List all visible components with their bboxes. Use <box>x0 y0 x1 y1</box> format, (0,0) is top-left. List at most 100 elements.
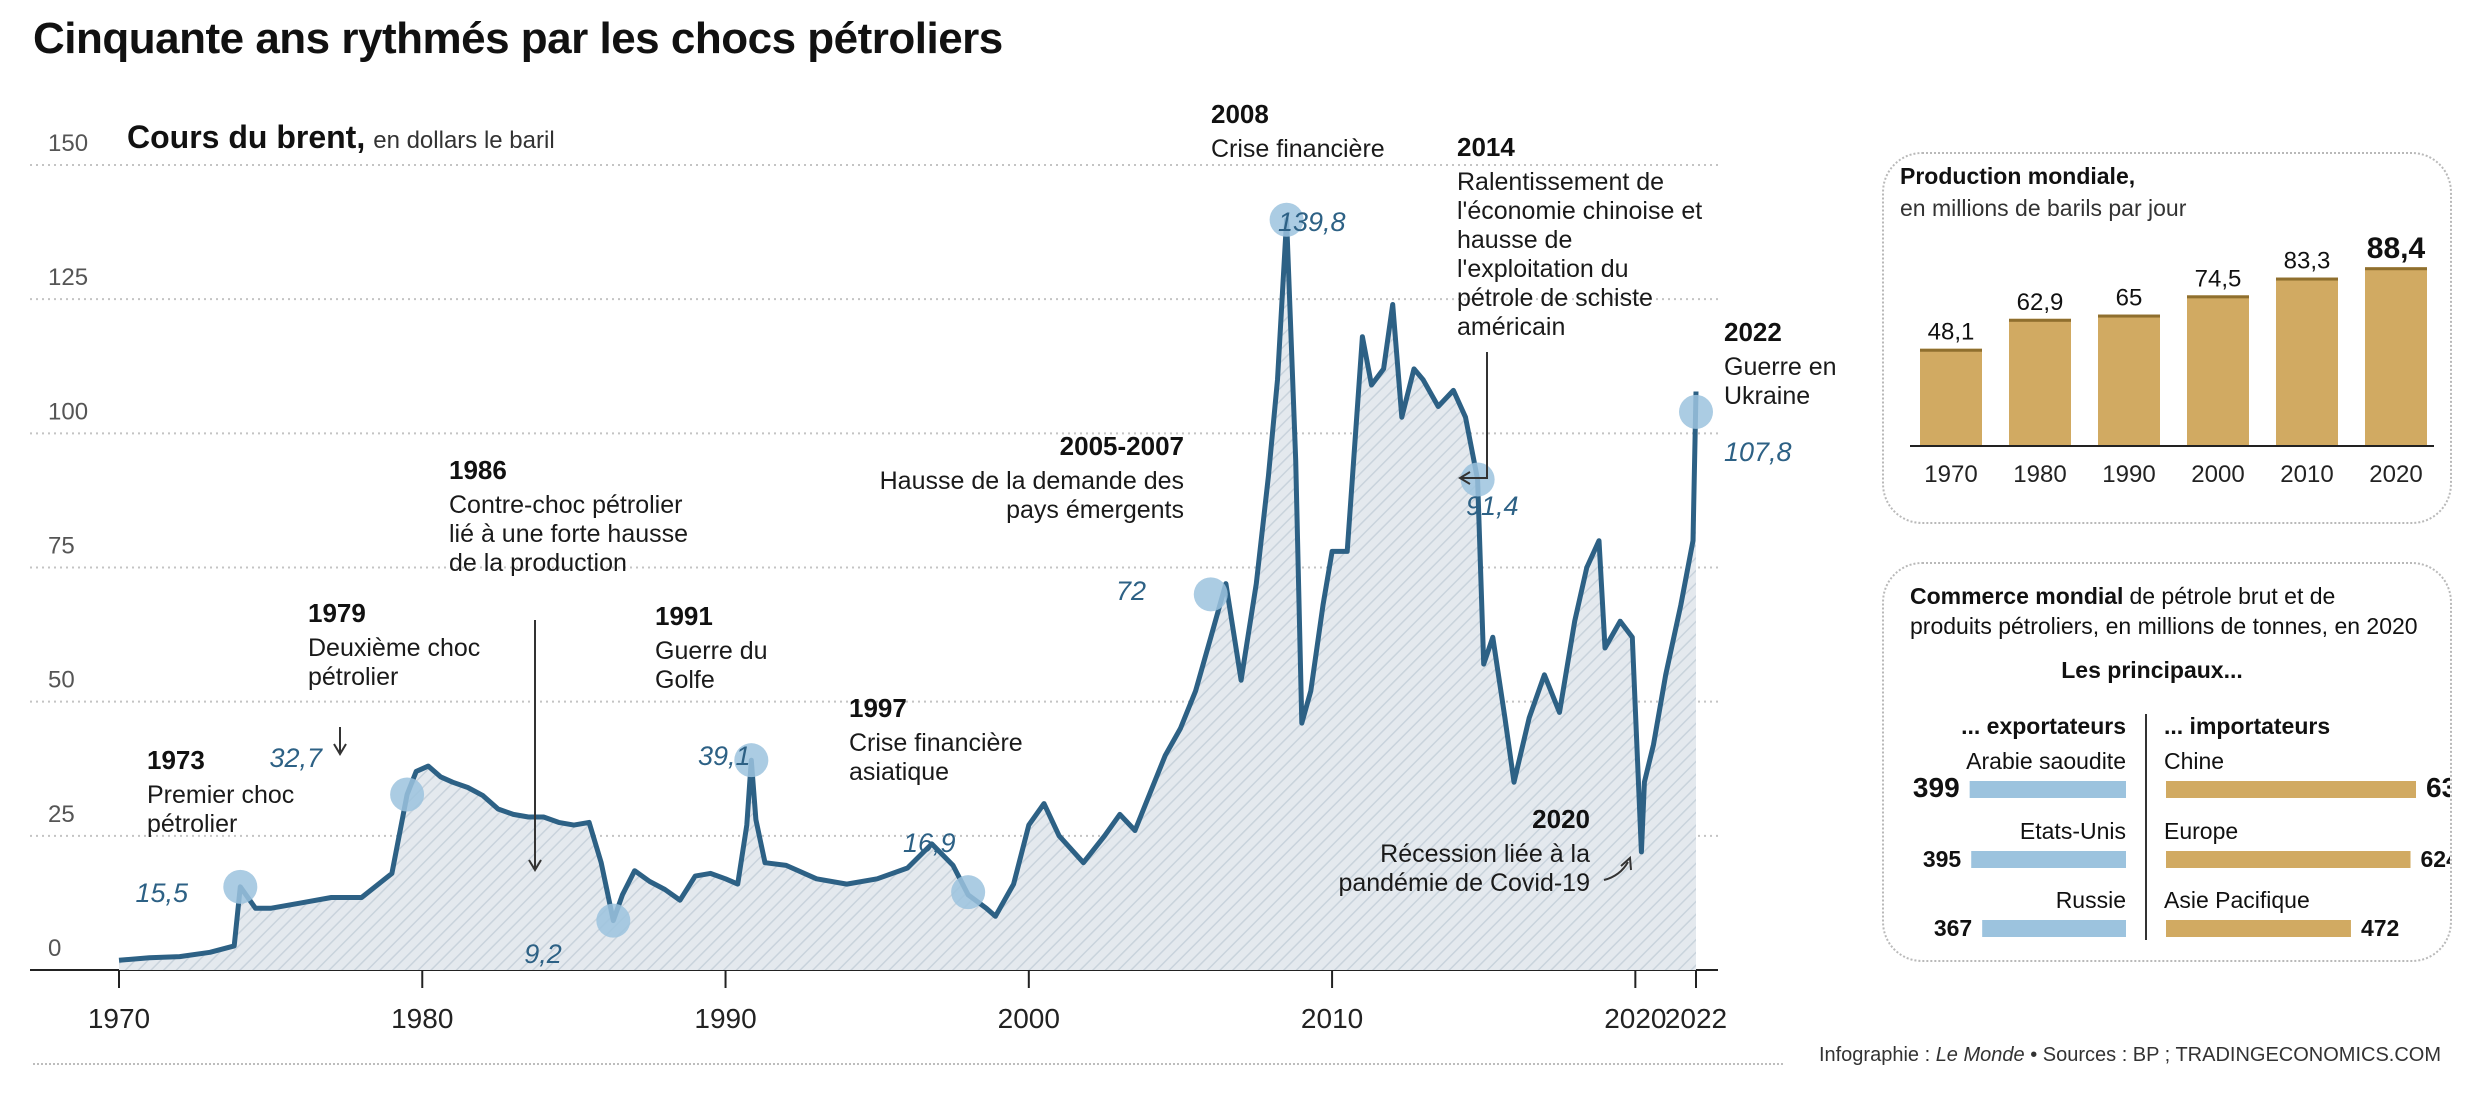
production-year: 1980 <box>2013 461 2066 488</box>
event-label: Premier choc pétrolier <box>147 781 294 838</box>
y-tick-label: 150 <box>48 130 88 157</box>
footer-divider <box>33 1063 1783 1065</box>
event-value: 107,8 <box>1724 437 1792 467</box>
production-bar-top <box>2276 277 2338 281</box>
exporter-value: 395 <box>1923 846 1962 872</box>
event-marker <box>1193 577 1228 612</box>
event-year: 1973 <box>147 745 205 775</box>
production-value: 74,5 <box>2195 265 2242 292</box>
event-value: 9,2 <box>524 939 562 969</box>
y-tick-label: 100 <box>48 398 88 425</box>
y-tick-label: 125 <box>48 264 88 291</box>
exporters-header: ... exportateurs <box>1961 713 2126 739</box>
chart-title: Cours du brent, en dollars le baril <box>127 119 555 155</box>
exporter-name: Arabie saoudite <box>1966 748 2126 774</box>
event-value: 39,1 <box>698 741 751 771</box>
production-value: 65 <box>2116 285 2143 312</box>
exporter-bar <box>1969 781 2126 798</box>
production-year: 2010 <box>2280 461 2333 488</box>
event-label: Ralentissement de l'économie chinoise et h… <box>1457 168 1702 341</box>
exporter-bar <box>1971 851 2126 868</box>
sources: • Sources : BP ; TRADINGECONOMICS.COM <box>2024 1044 2441 1066</box>
event-label: Crise financière asiatique <box>849 729 1023 786</box>
y-tick-label: 25 <box>48 801 75 828</box>
chart-title-bold: Cours du brent, <box>127 119 365 155</box>
trade-heading: Les principaux... <box>2061 657 2243 683</box>
importer-value: 624 <box>2421 846 2450 872</box>
credit-name: Le Monde <box>1935 1044 2025 1066</box>
event-year: 1997 <box>849 693 907 723</box>
production-year: 1990 <box>2102 461 2155 488</box>
production-bar-top <box>2187 295 2249 299</box>
importer-name: Asie Pacifique <box>2164 887 2310 913</box>
production-bar <box>2009 318 2071 446</box>
event-label: Guerre en Ukraine <box>1724 353 1837 410</box>
production-bar-top <box>2365 267 2427 271</box>
exporter-name: Russie <box>2056 887 2126 913</box>
credit-prefix: Infographie : <box>1818 1044 1936 1066</box>
price-line <box>118 217 1699 963</box>
production-value: 88,4 <box>2367 232 2426 265</box>
event-label: Guerre du Golfe <box>655 637 768 694</box>
production-value: 83,3 <box>2284 248 2331 275</box>
trade-title: Commerce mondial de pétrole brut et de <box>1910 583 2335 609</box>
production-bar-top <box>2009 318 2071 322</box>
production-bar-chart: Production mondiale, en millions de baril… <box>1900 163 2434 488</box>
leader-2014 <box>1462 352 1488 479</box>
exporter-value: 399 <box>1913 772 1960 803</box>
event-marker <box>951 875 986 910</box>
y-tick-label: 75 <box>48 533 75 560</box>
x-tick-label: 1980 <box>391 1003 453 1034</box>
importers-header: ... importateurs <box>2164 713 2330 739</box>
event-year: 1979 <box>308 598 366 628</box>
arrowhead-1979 <box>333 743 347 756</box>
event-year: 2014 <box>1457 132 1515 162</box>
importer-bar <box>2166 781 2416 798</box>
event-value: 139,8 <box>1278 207 1346 237</box>
production-panel: Production mondiale, en millions de baril… <box>1882 152 2452 524</box>
leader-2020 <box>1603 861 1629 881</box>
x-tick-label: 2022 <box>1665 1003 1727 1034</box>
production-year: 1970 <box>1924 461 1977 488</box>
trade-subtitle-cont: produits pétroliers, en millions de tonn… <box>1910 613 2418 639</box>
trade-panel: Commerce mondial de pétrole brut et de pro… <box>1882 562 2473 962</box>
production-year: 2000 <box>2191 461 2244 488</box>
trade-subtitle: de pétrole brut et de <box>2129 583 2335 609</box>
event-marker <box>734 743 769 778</box>
event-label: Récession liée à la pandémie de Covid-19 <box>1338 840 1590 897</box>
event-value: 32,7 <box>269 743 323 773</box>
footer-credits: Infographie : Le Monde • Sources : BP ; … <box>1819 1044 2441 1067</box>
chart-subtitle: en dollars le baril <box>373 127 554 154</box>
production-bar <box>2187 295 2249 446</box>
y-tick-label: 50 <box>48 667 75 694</box>
event-label: Contre-choc pétrolier lié à une forte hau… <box>449 491 688 577</box>
exporter-value: 367 <box>1934 915 1972 941</box>
production-bar <box>2365 267 2427 446</box>
x-tick-label: 2010 <box>1301 1003 1363 1034</box>
production-subtitle: en millions de barils par jour <box>1900 195 2187 221</box>
importer-bar <box>2166 920 2351 937</box>
event-marker <box>223 869 258 904</box>
exporter-name: Etats-Unis <box>2020 818 2126 844</box>
event-value: 72 <box>1116 576 1146 606</box>
event-year: 2005-2007 <box>1060 431 1184 461</box>
importer-value: 472 <box>2361 915 2399 941</box>
x-tick-label: 2020 <box>1604 1003 1666 1034</box>
arrowhead-1986 <box>528 859 542 872</box>
trade-title-bold: Commerce mondial <box>1910 583 2123 609</box>
importer-name: Europe <box>2164 818 2238 844</box>
x-tick-label: 2000 <box>998 1003 1060 1034</box>
event-value: 91,4 <box>1466 491 1519 521</box>
event-marker <box>596 903 631 938</box>
production-bar <box>2276 277 2338 446</box>
importer-bar <box>2166 851 2411 868</box>
event-year: 2020 <box>1532 804 1590 834</box>
event-year: 2022 <box>1724 317 1782 347</box>
page-title: Cinquante ans rythmés par les chocs pétr… <box>33 14 1003 63</box>
event-value: 16,9 <box>903 828 956 858</box>
exporter-bar <box>1982 920 2126 937</box>
y-tick-label: 0 <box>48 935 61 962</box>
production-year: 2020 <box>2369 461 2422 488</box>
event-year: 1991 <box>655 601 713 631</box>
event-marker <box>1679 394 1713 429</box>
